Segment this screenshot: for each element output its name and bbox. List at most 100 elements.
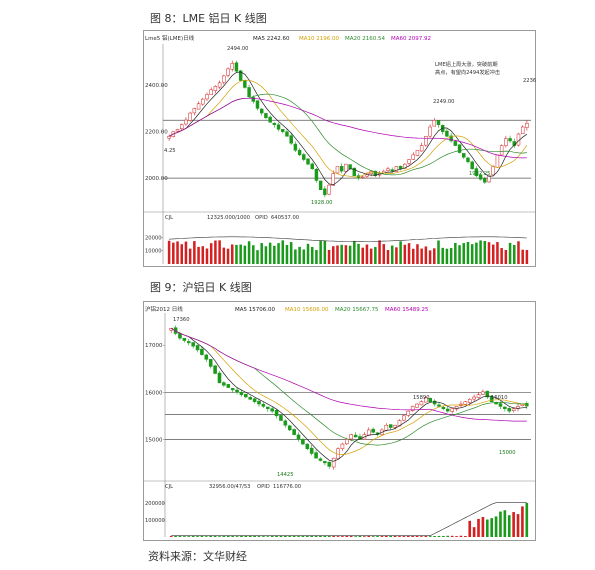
volume-header: CJL xyxy=(165,484,173,490)
volume-bar xyxy=(281,240,285,264)
volume-bar xyxy=(411,535,414,537)
candle-body xyxy=(424,397,428,403)
candle-body xyxy=(344,163,348,172)
candle-body xyxy=(339,165,344,172)
candle-body xyxy=(487,175,491,183)
volume-bar xyxy=(340,244,343,264)
price-annotation: 17360 xyxy=(173,317,190,323)
price-annotation: 16010 xyxy=(491,395,508,401)
volume-bar xyxy=(411,248,415,264)
candle-body xyxy=(331,457,336,468)
price-annotation: 2249.00 xyxy=(433,99,454,105)
ma-lines xyxy=(171,327,527,462)
volume-bar xyxy=(500,248,503,264)
volume-bar xyxy=(239,244,242,264)
volume-bar xyxy=(386,249,390,264)
volume-bar xyxy=(513,244,516,264)
candle-body xyxy=(390,169,394,172)
candle-body xyxy=(428,126,432,137)
candle-body xyxy=(302,154,306,160)
volume-bar xyxy=(491,244,495,264)
y-tick-label: 17000 xyxy=(145,343,163,349)
candle-body xyxy=(449,135,453,142)
candle-body xyxy=(476,394,481,398)
volume-bar xyxy=(367,535,371,537)
candle-body xyxy=(498,403,503,407)
candle-body xyxy=(281,129,285,132)
annotations: 2494.00 4.25 1928.00 2249.00 1982.25 2236 LME铝… xyxy=(164,46,536,206)
volume-bar xyxy=(479,240,482,264)
candle-body xyxy=(205,94,209,100)
candle-body xyxy=(394,166,399,172)
volume-bar xyxy=(315,249,318,264)
volume-bar xyxy=(415,535,419,537)
candle-body xyxy=(402,415,406,421)
volume-bar xyxy=(380,536,384,537)
candle-body xyxy=(491,166,495,176)
volume-bar xyxy=(406,535,410,537)
candle-body xyxy=(196,103,201,110)
candle-body xyxy=(318,458,323,461)
volume-panel: CJL 32956.00/47/53 OPID 116776.00 200000 1000… xyxy=(145,484,529,537)
volume-bar xyxy=(319,535,322,537)
candle-body xyxy=(274,410,279,417)
volume-panel: CJL 12325.000/1000 OPID 640537.00 20000 10000 xyxy=(145,215,529,264)
candle-body xyxy=(213,86,218,91)
volume-bar xyxy=(188,248,192,264)
volume-bar xyxy=(424,246,428,264)
volume-bar xyxy=(398,536,401,537)
volume-bar xyxy=(323,535,327,537)
candle-body xyxy=(230,388,235,391)
volume-bar xyxy=(433,536,436,537)
volume-bar xyxy=(262,536,265,537)
volume-bar xyxy=(487,242,491,264)
candle-body xyxy=(244,394,248,398)
volume-bar xyxy=(382,244,386,264)
price-annotation: LME铝上周大涨，突破前期 xyxy=(435,60,498,68)
volume-bar xyxy=(525,502,529,537)
ma-label: MA10 15606.00 xyxy=(285,307,329,313)
volume-bar xyxy=(354,536,357,537)
volume-bar xyxy=(273,245,276,264)
candle-body xyxy=(279,415,283,421)
ma-label: MA20 2160.54 xyxy=(345,36,385,42)
candle-body xyxy=(323,461,327,464)
volume-bar xyxy=(490,518,493,537)
volume-bar xyxy=(222,247,226,264)
volume-bar xyxy=(428,250,432,264)
candle-body xyxy=(285,131,289,137)
volume-bar xyxy=(193,241,196,264)
volume-bar xyxy=(348,245,352,264)
candle-body xyxy=(499,145,504,156)
candle-body xyxy=(504,138,508,146)
candle-body xyxy=(186,341,191,344)
candle-body xyxy=(470,161,474,170)
volume-bar xyxy=(205,248,209,264)
y-tick-label: 15000 xyxy=(145,437,163,443)
volume-bar xyxy=(256,250,259,264)
volume-bar xyxy=(319,240,322,264)
volume-bar xyxy=(344,245,348,264)
volume-bar xyxy=(336,536,340,537)
annotations: 17360 14425 15890 16010 15000 xyxy=(173,317,516,478)
candle-body xyxy=(485,390,490,398)
candle-body xyxy=(204,354,209,360)
grid: 2400.00 2200.00 2000.00 xyxy=(143,44,536,264)
candle-body xyxy=(388,424,393,428)
candle-body xyxy=(440,125,445,132)
price-annotation: 1982.25 xyxy=(469,171,490,177)
candle-body xyxy=(289,135,293,144)
candle-body xyxy=(188,112,192,121)
ma-label: MA5 2242.60 xyxy=(253,36,290,42)
candle-body xyxy=(297,149,302,156)
volume-bar xyxy=(477,518,480,537)
candle-body xyxy=(424,136,428,146)
volume-bar xyxy=(332,535,335,537)
volume-bar xyxy=(468,520,472,537)
candle-body xyxy=(481,391,485,395)
volume-bar xyxy=(191,535,195,537)
candle-body xyxy=(454,406,459,410)
candle-body xyxy=(508,138,512,142)
volume-bar xyxy=(285,244,289,264)
volume-bar xyxy=(365,244,369,264)
